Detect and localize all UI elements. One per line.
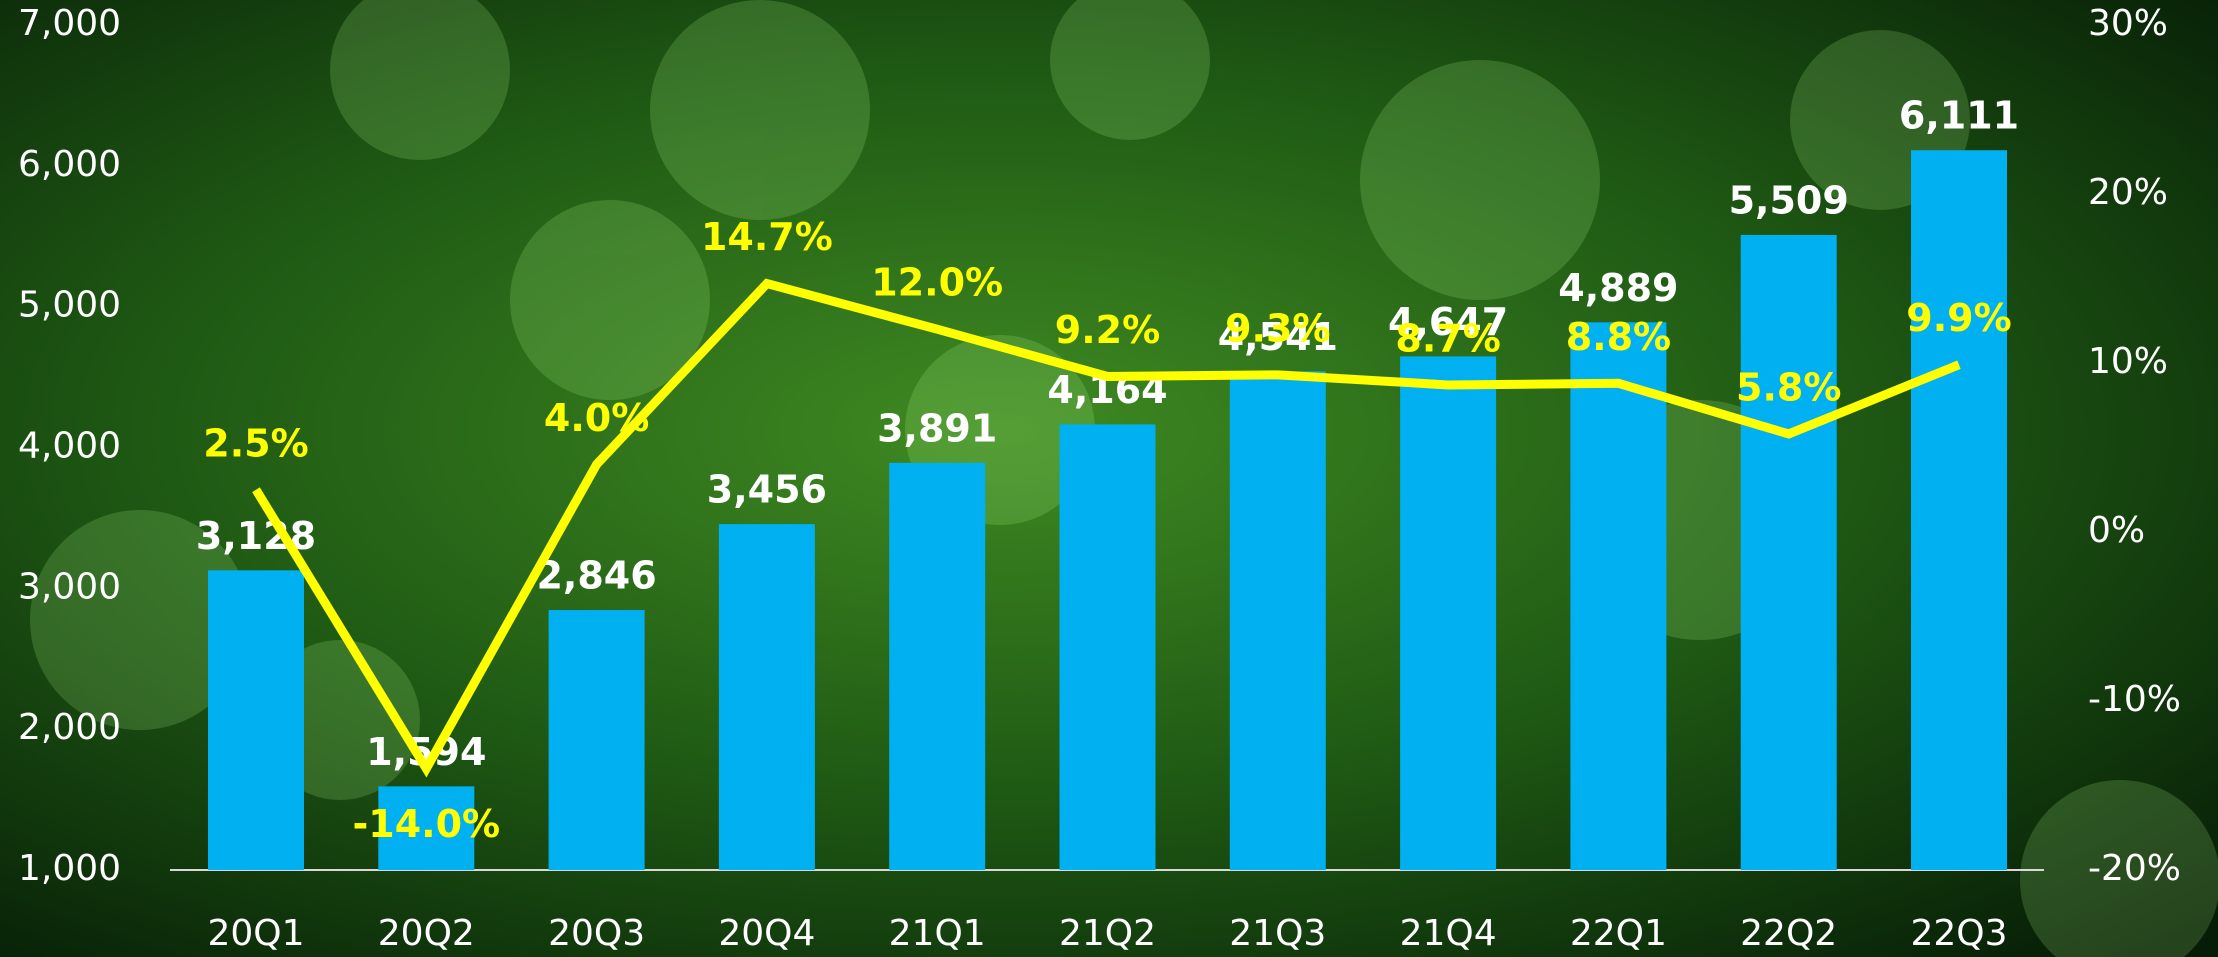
growth-label: 14.7% (701, 215, 833, 259)
growth-label: 2.5% (203, 421, 308, 465)
x-tick-label: 22Q1 (1570, 913, 1667, 954)
growth-label: 9.2% (1055, 308, 1160, 352)
growth-label: 8.8% (1566, 315, 1671, 359)
y2-tick-label: 0% (2088, 510, 2145, 551)
bar (1740, 234, 1837, 871)
bar-label: 2,846 (536, 554, 656, 598)
bar (208, 570, 304, 870)
bar-label: 5,509 (1729, 178, 1849, 222)
growth-label: -14.0% (352, 802, 500, 846)
bar (548, 610, 645, 870)
x-tick-label: 20Q3 (548, 913, 645, 954)
x-tick-label: 21Q4 (1400, 913, 1497, 954)
x-tick-label: 22Q2 (1740, 913, 1837, 954)
growth-label: 9.3% (1225, 306, 1330, 350)
x-tick-label: 21Q3 (1229, 913, 1326, 954)
growth-line (252, 278, 1961, 778)
bar (1570, 322, 1667, 870)
bar (378, 786, 475, 870)
y2-tick-label: -10% (2088, 679, 2181, 720)
x-tick-label: 21Q1 (889, 913, 986, 954)
bar-label: 3,891 (877, 406, 997, 450)
y-tick-label: 3,000 (18, 566, 121, 607)
bar (1229, 371, 1326, 870)
growth-label: 8.7% (1395, 316, 1500, 360)
bar (889, 462, 986, 870)
x-tick-label: 22Q3 (1910, 913, 2007, 954)
x-tick-label: 21Q2 (1059, 913, 1156, 954)
x-tick-label: 20Q4 (718, 913, 815, 954)
bar-label: 4,647 (1388, 300, 1508, 344)
growth-label: 5.8% (1736, 365, 1841, 409)
x-tick-label: 20Q1 (207, 913, 304, 954)
y-tick-label: 7,000 (18, 3, 121, 44)
growth-label: 4.0% (544, 396, 649, 440)
y2-tick-label: 20% (2088, 172, 2168, 213)
y-tick-label: 2,000 (18, 707, 121, 748)
y-tick-label: 5,000 (18, 285, 121, 326)
bar (1911, 150, 2007, 871)
bar (718, 524, 815, 870)
y-tick-label: 1,000 (18, 848, 121, 889)
y2-tick-label: 30% (2088, 3, 2168, 44)
bar-label: 3,456 (707, 468, 827, 512)
y2-tick-label: -20% (2088, 848, 2181, 889)
bar-label: 6,111 (1899, 94, 2019, 138)
y2-tick-label: 10% (2088, 341, 2168, 382)
x-tick-label: 20Q2 (378, 913, 475, 954)
bar-label: 4,889 (1558, 266, 1678, 310)
growth-label: 12.0% (871, 261, 1003, 305)
bar (1400, 356, 1497, 870)
y-tick-label: 4,000 (18, 426, 121, 467)
bar-label: 4,541 (1218, 315, 1338, 359)
growth-label: 9.9% (1906, 296, 2011, 340)
y-tick-label: 6,000 (18, 144, 121, 185)
bar (1059, 424, 1156, 870)
